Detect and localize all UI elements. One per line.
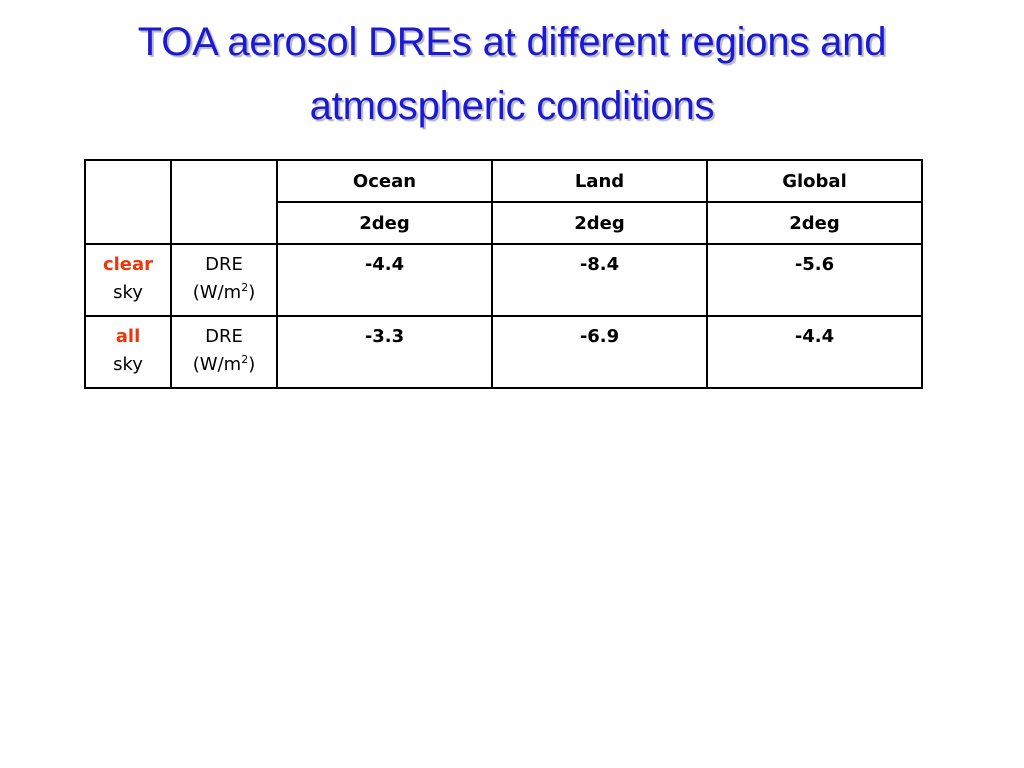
unit-exponent: 2 xyxy=(241,353,249,366)
empty-corner-cell-unit xyxy=(170,159,278,245)
value-text: -4.4 xyxy=(364,254,405,275)
header-global: Global xyxy=(706,159,923,203)
value-ocean: -3.3 xyxy=(276,315,493,389)
condition-cell: clear sky xyxy=(84,243,172,317)
header-land: Land xyxy=(491,159,708,203)
header-ocean: Ocean xyxy=(276,159,493,203)
value-text: -4.4 xyxy=(794,326,835,347)
dre-table: Ocean Land Global 2deg 2deg 2deg clear s… xyxy=(84,159,923,389)
resolution-ocean: 2deg xyxy=(276,201,493,245)
value-text: -8.4 xyxy=(579,254,620,275)
quantity-cell: DRE (W/m2) xyxy=(170,315,278,389)
condition-suffix: sky xyxy=(113,354,143,375)
unit-label: (W/m2) xyxy=(172,279,276,307)
empty-corner-cell-condition xyxy=(84,159,172,245)
slide-title-line-2: atmospheric conditions xyxy=(309,84,715,128)
unit-close: ) xyxy=(248,354,256,375)
condition-key: all xyxy=(115,326,141,347)
value-text: -6.9 xyxy=(579,326,620,347)
unit-label: (W/m2) xyxy=(172,351,276,379)
resolution-land: 2deg xyxy=(491,201,708,245)
table-resolution-row: 2deg 2deg 2deg xyxy=(85,201,923,245)
resolution-global: 2deg xyxy=(706,201,923,245)
unit-base: (W/m xyxy=(192,282,242,303)
value-text: -3.3 xyxy=(364,326,405,347)
table-row-all-sky: all sky DRE (W/m2) -3.3 -6.9 -4.4 xyxy=(84,315,923,389)
condition-key: clear xyxy=(102,254,154,275)
unit-base: (W/m xyxy=(192,354,242,375)
table-header-row: Ocean Land Global xyxy=(84,159,923,245)
condition-suffix: sky xyxy=(113,282,143,303)
value-global: -4.4 xyxy=(706,315,923,389)
unit-close: ) xyxy=(248,282,256,303)
table-row-clear-sky: clear sky DRE (W/m2) -4.4 -8.4 -5.6 xyxy=(84,243,923,317)
unit-exponent: 2 xyxy=(241,281,249,294)
value-land: -8.4 xyxy=(491,243,708,317)
value-global: -5.6 xyxy=(706,243,923,317)
value-text: -5.6 xyxy=(794,254,835,275)
slide-title: TOA aerosol DREs at different regions an… xyxy=(0,10,1024,138)
value-land: -6.9 xyxy=(491,315,708,389)
value-ocean: -4.4 xyxy=(276,243,493,317)
quantity-cell: DRE (W/m2) xyxy=(170,243,278,317)
condition-cell: all sky xyxy=(84,315,172,389)
quantity-label: DRE xyxy=(205,254,243,275)
slide-title-line-1: TOA aerosol DREs at different regions an… xyxy=(137,20,887,64)
quantity-label: DRE xyxy=(205,326,243,347)
